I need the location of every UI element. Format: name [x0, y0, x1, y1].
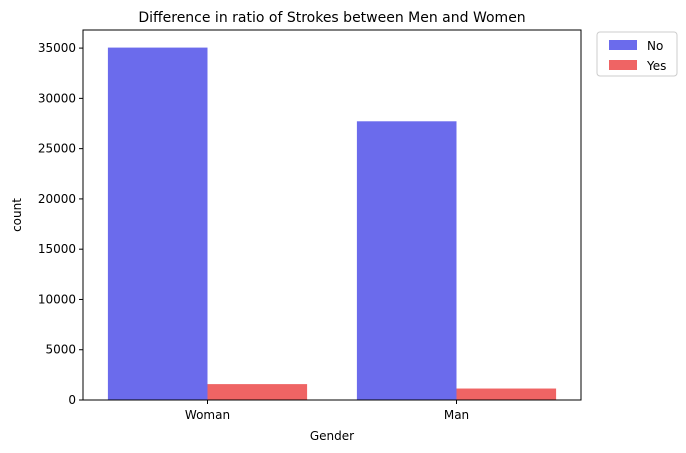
y-tick-label: 0 — [68, 393, 76, 407]
plot-frame — [82, 29, 582, 401]
legend-label-yes: Yes — [646, 59, 666, 73]
x-tick-label: Woman — [185, 408, 230, 422]
legend-swatch-yes — [609, 60, 637, 70]
y-tick-label: 15000 — [38, 242, 76, 256]
y-tick-label: 5000 — [45, 343, 76, 357]
y-tick-label: 35000 — [38, 41, 76, 55]
chart-title: Difference in ratio of Strokes between M… — [138, 10, 525, 26]
y-tick-label: 10000 — [38, 292, 76, 306]
x-axis-label: Gender — [310, 429, 354, 443]
legend-swatch-no — [609, 40, 637, 50]
y-axis: 0 5000 10000 15000 20000 25000 30000 35000 — [38, 41, 83, 407]
legend: No Yes — [596, 31, 678, 77]
legend-label-no: No — [647, 39, 663, 53]
bar-woman-no — [107, 47, 208, 401]
x-axis: Woman Man — [185, 400, 469, 422]
y-tick-label: 20000 — [38, 192, 76, 206]
y-axis-label: count — [10, 198, 24, 232]
bar-man-no — [356, 121, 457, 400]
bar-man-yes — [456, 388, 557, 400]
y-tick-label: 25000 — [38, 142, 76, 156]
bars-group — [107, 47, 557, 401]
bar-woman-yes — [207, 384, 308, 400]
x-tick-label: Man — [444, 408, 469, 422]
y-tick-label: 30000 — [38, 91, 76, 105]
